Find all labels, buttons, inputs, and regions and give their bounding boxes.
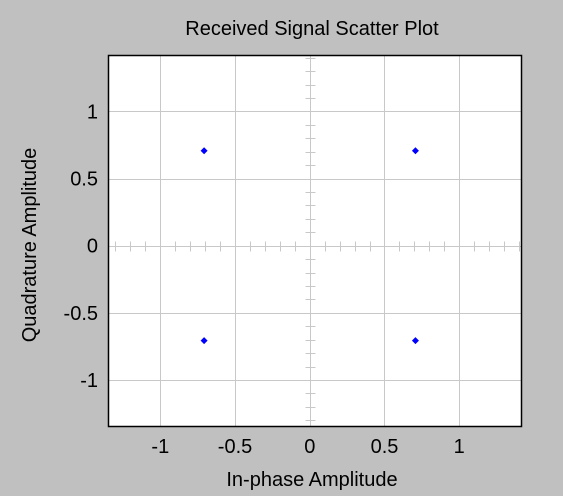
plot-border — [107, 54, 523, 428]
x-tick-label-3: 0.5 — [371, 436, 399, 458]
data-point-3 — [411, 337, 419, 345]
plot-frame — [107, 54, 523, 428]
x-tick-label-0: -1 — [151, 436, 169, 458]
center-axes — [108, 55, 522, 427]
x-tick-label-4: 1 — [454, 436, 465, 458]
y-tick-label-2: 0 — [87, 236, 98, 258]
data-point-1 — [411, 147, 419, 155]
y-axis-label: Quadrature Amplitude — [19, 148, 41, 343]
y-tick-label-3: -0.5 — [64, 303, 98, 325]
x-tick-label-2: 0 — [304, 436, 315, 458]
y-tick-label-0: 1 — [87, 101, 98, 123]
chart-title: Received Signal Scatter Plot — [185, 18, 439, 40]
plot-area — [108, 55, 522, 427]
x-tick-label-1: -0.5 — [218, 436, 252, 458]
tick-labels: -1 -0.5 0 0.5 1 1 0.5 0 -0.5 -1 — [64, 101, 465, 458]
x-axis-label: In-phase Amplitude — [226, 469, 397, 491]
y-tick-label-4: -1 — [80, 370, 98, 392]
data-point-2 — [200, 337, 208, 345]
data-points — [200, 147, 419, 345]
plot-background — [108, 55, 522, 427]
data-point-0 — [200, 147, 208, 155]
y-tick-label-1: 0.5 — [70, 169, 98, 191]
